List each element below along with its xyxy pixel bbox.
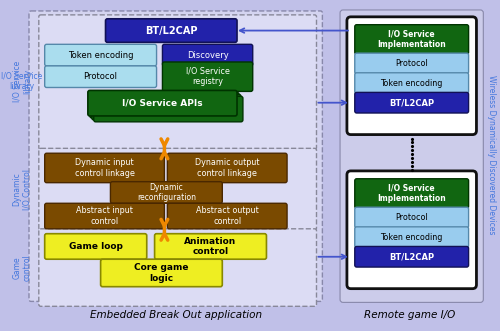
Text: Protocol: Protocol — [84, 72, 117, 81]
Text: Dynamic
reconfiguration: Dynamic reconfiguration — [137, 183, 196, 202]
FancyBboxPatch shape — [347, 17, 476, 135]
FancyBboxPatch shape — [90, 92, 239, 118]
Text: Dynamic output
control linkage: Dynamic output control linkage — [195, 158, 260, 178]
FancyBboxPatch shape — [110, 182, 222, 203]
FancyBboxPatch shape — [154, 234, 266, 259]
Text: Game loop: Game loop — [69, 242, 122, 251]
FancyBboxPatch shape — [168, 203, 287, 229]
FancyBboxPatch shape — [162, 62, 252, 91]
FancyBboxPatch shape — [355, 25, 469, 54]
Text: Dynamic input
control linkage: Dynamic input control linkage — [74, 158, 134, 178]
Text: Embedded Break Out application: Embedded Break Out application — [90, 310, 262, 320]
Text: Animation
control: Animation control — [184, 237, 236, 256]
Text: BT/L2CAP: BT/L2CAP — [389, 98, 434, 107]
FancyBboxPatch shape — [44, 66, 156, 87]
FancyBboxPatch shape — [162, 44, 252, 66]
Text: I/O Service
library: I/O Service library — [2, 72, 42, 91]
Text: Token encoding: Token encoding — [380, 78, 443, 88]
FancyBboxPatch shape — [355, 207, 469, 228]
FancyBboxPatch shape — [347, 171, 476, 289]
Text: Remote game I/O: Remote game I/O — [364, 310, 456, 320]
FancyBboxPatch shape — [88, 90, 237, 116]
FancyBboxPatch shape — [355, 179, 469, 208]
FancyBboxPatch shape — [355, 53, 469, 74]
FancyBboxPatch shape — [39, 229, 316, 306]
Text: I/O Service
Implementation: I/O Service Implementation — [378, 30, 446, 49]
Text: Token encoding: Token encoding — [380, 233, 443, 242]
Text: Game
control: Game control — [12, 255, 32, 281]
Text: Wireless Dynamically Discovered Devices: Wireless Dynamically Discovered Devices — [486, 75, 496, 235]
Text: BT/L2CAP: BT/L2CAP — [145, 25, 198, 35]
FancyBboxPatch shape — [44, 44, 156, 66]
Text: I/O Service APIs: I/O Service APIs — [122, 99, 203, 108]
FancyBboxPatch shape — [29, 11, 322, 302]
Text: I/O Service
Implementation: I/O Service Implementation — [378, 184, 446, 203]
Text: Protocol: Protocol — [396, 59, 428, 68]
Text: BT/L2CAP: BT/L2CAP — [389, 252, 434, 261]
FancyBboxPatch shape — [92, 94, 241, 120]
FancyBboxPatch shape — [94, 96, 243, 122]
FancyBboxPatch shape — [39, 148, 316, 230]
FancyBboxPatch shape — [355, 92, 469, 113]
FancyBboxPatch shape — [106, 19, 237, 42]
FancyBboxPatch shape — [355, 227, 469, 248]
Text: Protocol: Protocol — [396, 213, 428, 222]
FancyBboxPatch shape — [355, 247, 469, 267]
FancyBboxPatch shape — [100, 259, 222, 287]
FancyBboxPatch shape — [168, 153, 287, 183]
Text: Dynamic
I/O Control: Dynamic I/O Control — [12, 169, 32, 210]
FancyBboxPatch shape — [44, 234, 146, 259]
Text: Core game
logic: Core game logic — [134, 263, 188, 283]
Text: Token encoding: Token encoding — [68, 51, 134, 60]
Text: Discovery: Discovery — [186, 51, 228, 60]
Text: I/O Service
library: I/O Service library — [12, 61, 32, 102]
FancyBboxPatch shape — [340, 10, 484, 303]
FancyBboxPatch shape — [39, 15, 316, 149]
FancyBboxPatch shape — [44, 153, 164, 183]
Text: Abstract output
control: Abstract output control — [196, 206, 258, 226]
Text: Abstract input
control: Abstract input control — [76, 206, 133, 226]
FancyBboxPatch shape — [355, 73, 469, 93]
Text: I/O Service
registry: I/O Service registry — [186, 67, 230, 86]
FancyBboxPatch shape — [44, 203, 164, 229]
